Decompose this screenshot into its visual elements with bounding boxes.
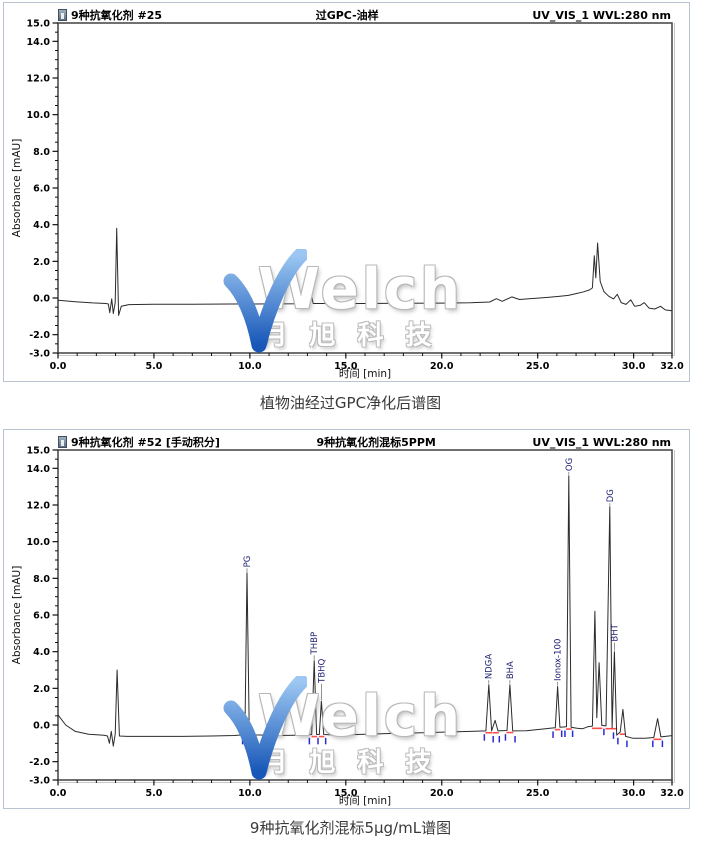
svg-text:20.0: 20.0	[430, 788, 454, 799]
y-axis-label-top: Absorbance [mAU]	[11, 138, 23, 238]
svg-text:14.0: 14.0	[27, 37, 51, 48]
injection-title-bottom: 9种抗氧化剂混标5PPM	[316, 436, 436, 449]
plot-area: 15.014.012.010.08.06.04.02.00.0-2.0-3.00…	[27, 446, 685, 800]
chromatogram-file-icon	[58, 9, 67, 21]
svg-text:15.0: 15.0	[334, 788, 358, 799]
svg-text:32.0: 32.0	[660, 788, 684, 799]
header-left-top: 9种抗氧化剂 #25	[58, 7, 162, 23]
svg-text:6.0: 6.0	[33, 611, 50, 622]
svg-text:20.0: 20.0	[430, 361, 454, 372]
chromatogram-trace	[57, 227, 673, 316]
channel-label-top: UV_VIS_1 WVL:280 nm	[532, 8, 671, 22]
sample-name-bottom: 9种抗氧化剂 #52 [手动积分]	[71, 436, 220, 449]
channel-label-bottom: UV_VIS_1 WVL:280 nm	[532, 435, 671, 449]
svg-text:2.0: 2.0	[33, 684, 50, 695]
svg-text:0.0: 0.0	[50, 788, 67, 799]
svg-text:8.0: 8.0	[33, 574, 50, 585]
chromatogram-trace	[57, 475, 673, 747]
svg-text:0.0: 0.0	[33, 721, 50, 732]
chromatogram-plot-bottom: 15.014.012.010.08.06.04.02.00.0-2.0-3.00…	[27, 446, 685, 800]
x-axis-label-bottom: 时间 [min]	[338, 795, 392, 807]
svg-text:15.0: 15.0	[27, 446, 51, 457]
peak-label: DG	[606, 489, 616, 502]
svg-text:10.0: 10.0	[238, 361, 262, 372]
svg-text:6.0: 6.0	[33, 184, 50, 195]
chromatogram-file-icon	[58, 436, 67, 448]
svg-text:4.0: 4.0	[33, 220, 50, 231]
svg-text:14.0: 14.0	[27, 464, 51, 475]
peak-label: TBHQ	[317, 658, 327, 683]
chart-header-bottom: 9种抗氧化剂 #52 [手动积分] 9种抗氧化剂混标5PPM UV_VIS_1 …	[58, 435, 671, 449]
svg-text:8.0: 8.0	[33, 147, 50, 158]
sample-name-top: 9种抗氧化剂 #25	[71, 9, 163, 22]
svg-text:-2.0: -2.0	[29, 757, 50, 768]
svg-text:2.0: 2.0	[33, 257, 50, 268]
caption-bottom: 9种抗氧化剂混标5μg/mL谱图	[249, 819, 452, 837]
svg-text:25.0: 25.0	[526, 788, 550, 799]
peak-label: NDGA	[485, 654, 495, 679]
svg-text:30.0: 30.0	[622, 788, 646, 799]
svg-text:25.0: 25.0	[526, 361, 550, 372]
peak-label: BHA	[506, 661, 516, 679]
caption-top: 植物油经过GPC净化后谱图	[259, 394, 442, 412]
header-left-bottom: 9种抗氧化剂 #52 [手动积分]	[58, 434, 220, 450]
svg-text:4.0: 4.0	[33, 647, 50, 658]
injection-title-top: 过GPC-油样	[315, 9, 379, 22]
svg-text:-2.0: -2.0	[29, 330, 50, 341]
y-axis-label-bottom: Absorbance [mAU]	[11, 565, 23, 665]
svg-text:12.0: 12.0	[27, 501, 51, 512]
svg-text:10.0: 10.0	[27, 537, 51, 548]
svg-text:5.0: 5.0	[146, 788, 163, 799]
peak-label: PG	[243, 556, 253, 568]
peak-label: THBP	[310, 632, 320, 656]
svg-text:10.0: 10.0	[238, 788, 262, 799]
svg-text:-3.0: -3.0	[29, 776, 50, 787]
svg-text:-3.0: -3.0	[29, 349, 50, 360]
svg-text:10.0: 10.0	[27, 110, 51, 121]
svg-text:30.0: 30.0	[622, 361, 646, 372]
svg-text:12.0: 12.0	[27, 74, 51, 85]
peak-label: BHT	[610, 623, 620, 641]
svg-text:5.0: 5.0	[146, 361, 163, 372]
chromatogram-panel-bottom: 9种抗氧化剂 #52 [手动积分] 9种抗氧化剂混标5PPM UV_VIS_1 …	[3, 429, 690, 809]
svg-text:0.0: 0.0	[50, 361, 67, 372]
svg-text:15.0: 15.0	[334, 361, 358, 372]
peak-label: OG	[565, 458, 575, 471]
svg-text:15.0: 15.0	[27, 19, 51, 30]
x-axis-label-top: 时间 [min]	[338, 368, 392, 380]
chart-header-top: 9种抗氧化剂 #25 过GPC-油样 UV_VIS_1 WVL:280 nm	[58, 8, 671, 22]
chromatogram-plot-top: 15.014.012.010.08.06.04.02.00.0-2.0-3.00…	[27, 19, 685, 373]
chromatogram-panel-top: 9种抗氧化剂 #25 过GPC-油样 UV_VIS_1 WVL:280 nm 1…	[3, 2, 690, 382]
plot-frame	[57, 449, 673, 781]
svg-text:32.0: 32.0	[660, 361, 684, 372]
svg-text:0.0: 0.0	[33, 294, 50, 305]
peak-label: Ionox-100	[554, 639, 564, 681]
plot-area: 15.014.012.010.08.06.04.02.00.0-2.0-3.00…	[27, 19, 685, 373]
